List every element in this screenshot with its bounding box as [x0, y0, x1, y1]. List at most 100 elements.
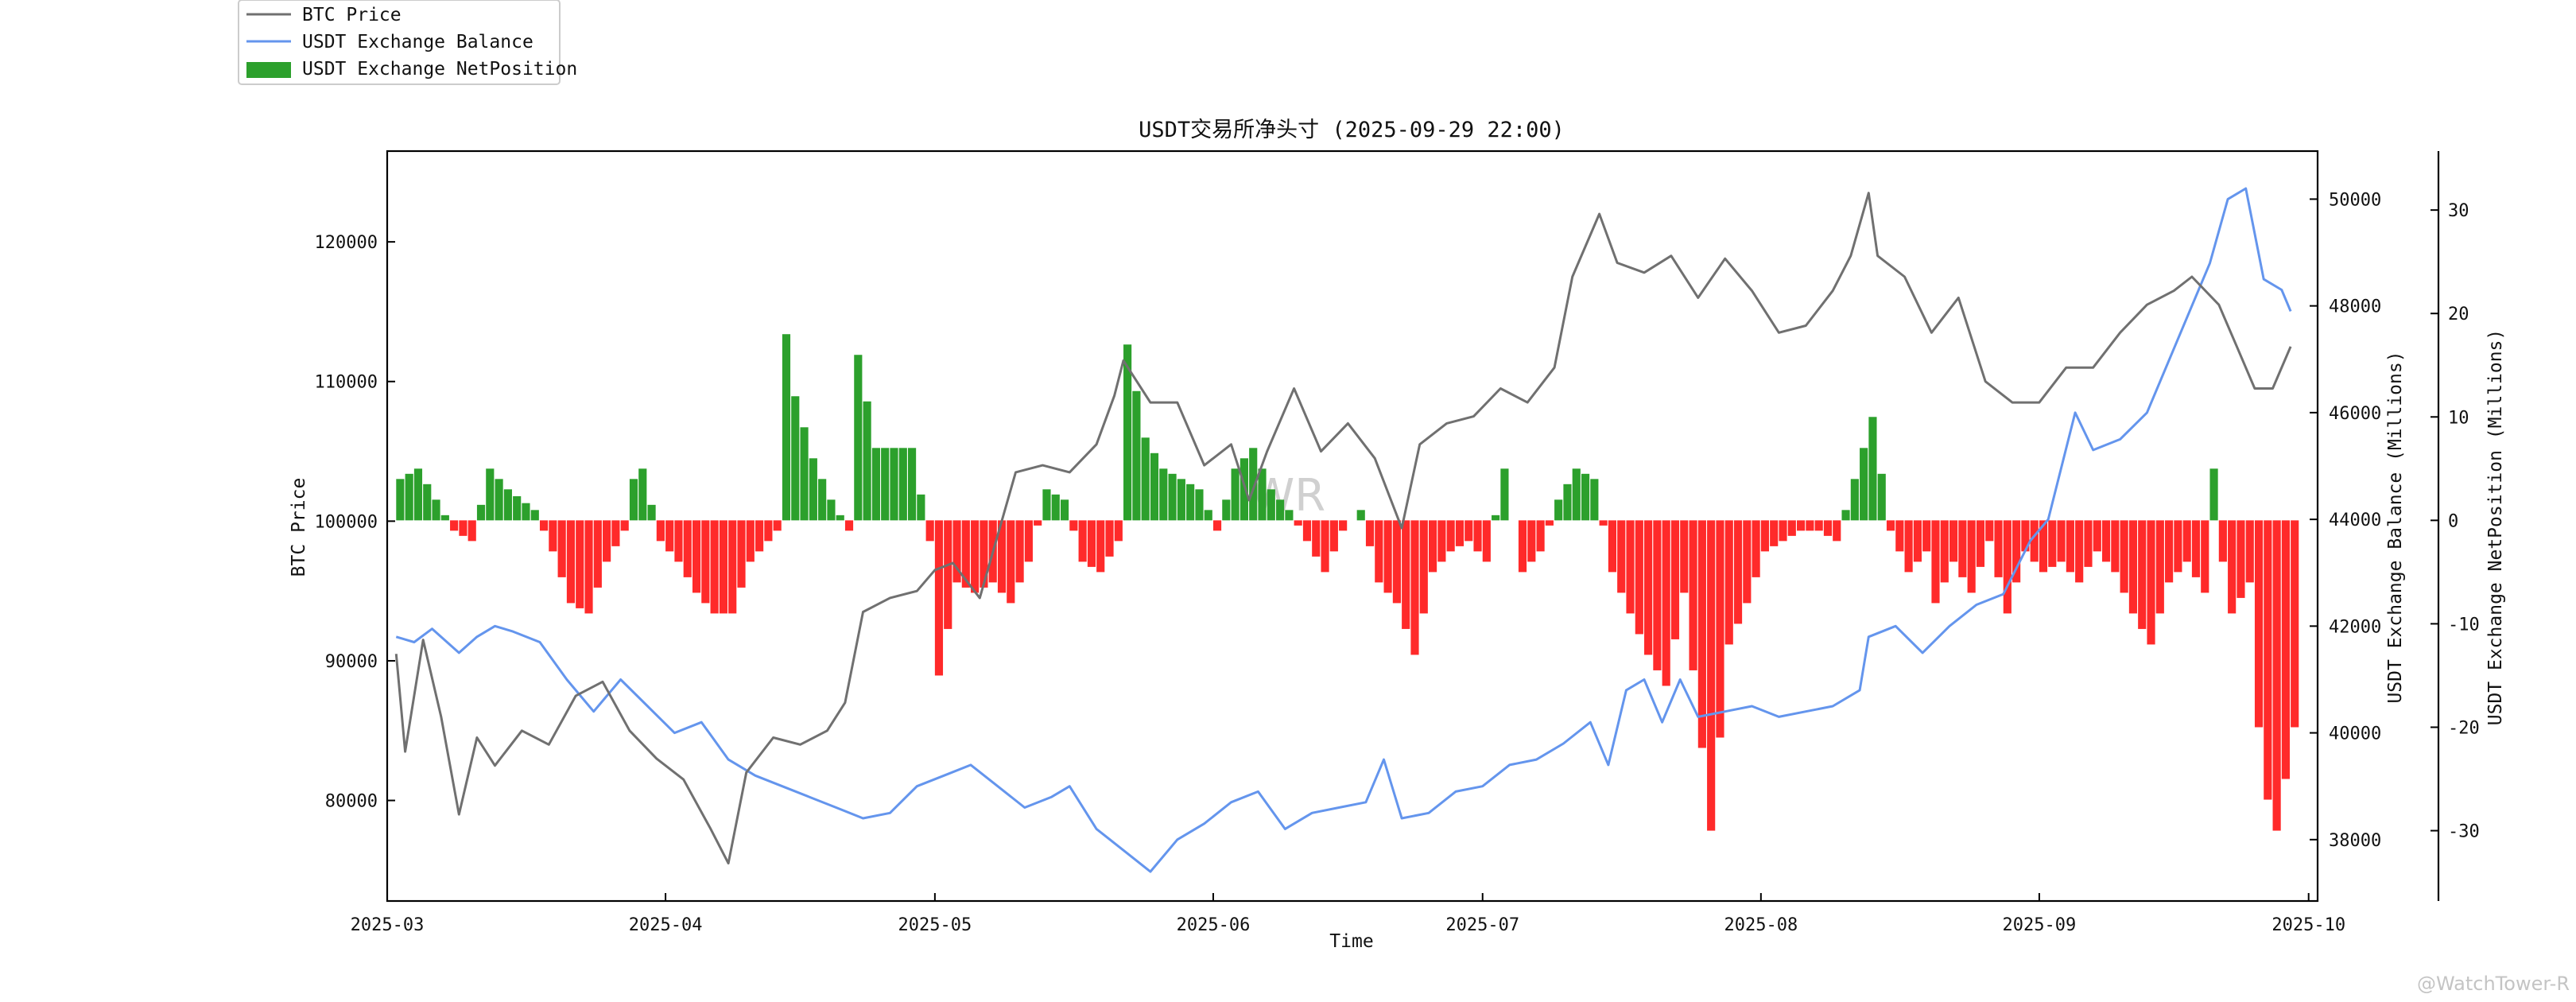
balance-series [395, 187, 2292, 873]
netposition-bar [854, 355, 863, 521]
netposition-bar [566, 520, 576, 604]
netposition-bar [881, 448, 890, 521]
legend-label-netposition: USDT Exchange NetPosition [302, 59, 577, 80]
y-axis-left-label: BTC Price [289, 478, 309, 577]
netposition-bar [746, 520, 755, 562]
netposition-bar [1662, 520, 1670, 686]
netposition-bar [2101, 520, 2111, 562]
netposition-bar [2084, 520, 2093, 567]
x-tick-label: 2025-05 [898, 915, 972, 935]
netposition-bar [719, 520, 728, 614]
netposition-bar [576, 520, 584, 608]
netposition-bar [1680, 520, 1689, 593]
netposition-bar [809, 458, 817, 521]
netposition-bar [2039, 520, 2048, 573]
netposition-bar [2237, 520, 2245, 598]
netposition-bar [440, 515, 449, 521]
netposition-bar [1240, 458, 1249, 521]
usdt-exchange-balance-line [395, 187, 2292, 873]
y-right1-tick-label: 46000 [2329, 404, 2381, 424]
netposition-bar [1195, 489, 1204, 521]
netposition-bar [2066, 520, 2074, 573]
netposition-bar [1034, 520, 1042, 526]
netposition-bar [2165, 520, 2174, 583]
netposition-bar [844, 520, 854, 531]
netposition-bar [1339, 520, 1348, 531]
netposition-bar [980, 520, 988, 588]
netposition-bar [1015, 520, 1024, 583]
netposition-bar [1833, 520, 1841, 542]
netposition-bar [2209, 468, 2218, 521]
netposition-bar [1707, 520, 1716, 831]
netposition-bar [1410, 520, 1419, 655]
netposition-bar [1976, 520, 1985, 567]
y-right2-tick-label: 10 [2448, 408, 2469, 428]
netposition-bar [1617, 520, 1626, 593]
netposition-bar [1312, 520, 1321, 557]
netposition-bar [495, 479, 503, 521]
netposition-bar [701, 520, 710, 604]
netposition-bar [1078, 520, 1087, 562]
netposition-bar [1150, 452, 1159, 521]
netposition-bar [513, 495, 522, 521]
netposition-bar [925, 520, 934, 542]
y-axis-right-balance: 38000 40000 42000 44000 46000 48000 50000 [2310, 190, 2381, 851]
netposition-bar [710, 520, 719, 614]
netposition-bar [1294, 520, 1302, 526]
btc-price-line [394, 192, 2292, 865]
netposition-bar [2075, 520, 2084, 583]
netposition-bar [665, 520, 674, 552]
y-left-tick-label: 110000 [315, 373, 378, 393]
netposition-bar [557, 520, 566, 577]
netposition-bar [1285, 510, 1294, 521]
y-right2-tick-label: -20 [2448, 718, 2480, 738]
netposition-bar [907, 448, 917, 521]
netposition-bar [1823, 520, 1833, 536]
netposition-bars [396, 334, 2299, 831]
credit-text: @WatchTower-R [2417, 973, 2570, 995]
netposition-bar [1554, 499, 1563, 521]
chart-title: USDT交易所净头寸 (2025-09-29 22:00) [1139, 118, 1565, 142]
netposition-bar [1024, 520, 1033, 562]
plot-frame [386, 150, 2319, 903]
netposition-bar [476, 504, 486, 521]
netposition-bar [1222, 499, 1231, 521]
netposition-bar [1482, 520, 1491, 562]
x-tick-label: 2025-04 [629, 915, 703, 935]
netposition-bar [539, 520, 549, 531]
netposition-bar [2147, 520, 2155, 645]
netposition-bar [1276, 499, 1285, 521]
netposition-bar [2057, 520, 2066, 562]
netposition-bar [629, 479, 638, 521]
netposition-bar [1886, 520, 1895, 531]
netposition-bar [1419, 520, 1428, 614]
netposition-bar [683, 520, 692, 577]
netposition-bar [1850, 479, 1859, 521]
netposition-bar [1518, 520, 1527, 573]
netposition-bar [467, 520, 476, 542]
netposition-bar [1689, 520, 1697, 670]
netposition-bar [603, 520, 611, 562]
netposition-bar [1159, 468, 1168, 521]
netposition-bar [1249, 448, 1258, 521]
netposition-bar [2291, 520, 2299, 728]
netposition-bar [1051, 494, 1060, 521]
netposition-bar [503, 489, 512, 521]
netposition-bar [1204, 510, 1212, 521]
netposition-bar [1877, 473, 1886, 521]
x-tick-label: 2025-06 [1177, 915, 1251, 935]
y-right1-tick-label: 38000 [2329, 831, 2381, 851]
legend-swatch-netposition [246, 62, 291, 78]
netposition-bar [1105, 520, 1114, 557]
y-left-tick-label: 80000 [325, 792, 378, 812]
netposition-bar [1428, 520, 1437, 573]
y-left-tick-label: 90000 [325, 652, 378, 672]
netposition-bar [1365, 520, 1375, 546]
netposition-bar [1500, 468, 1509, 521]
netposition-bar [791, 396, 800, 521]
netposition-bar [1321, 520, 1329, 573]
legend-frame [238, 0, 561, 85]
netposition-bar [1743, 520, 1752, 604]
netposition-bar [1787, 520, 1796, 536]
netposition-bar [2191, 520, 2201, 577]
